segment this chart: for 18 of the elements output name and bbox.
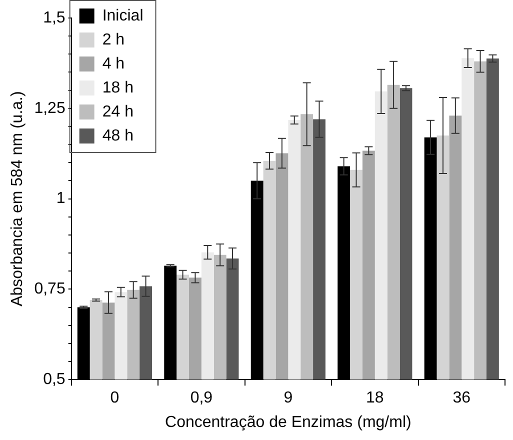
x-tick-label: 18 [366, 390, 384, 407]
y-tick-label: 1,5 [43, 9, 66, 26]
x-tick-label: 9 [284, 390, 293, 407]
legend-label: 2 h [102, 31, 125, 48]
legend-label: 18 h [102, 79, 134, 96]
x-tick-label: 0 [110, 390, 120, 407]
x-tick-label: 36 [452, 390, 471, 407]
y-tick-label: 1,25 [34, 100, 66, 117]
x-axis-title: Concentração de Enzimas (mg/ml) [165, 414, 412, 431]
legend-label: 4 h [102, 55, 125, 72]
legend-label: 24 h [102, 103, 134, 120]
y-tick-label: 0,5 [43, 371, 66, 388]
y-tick-label: 1 [56, 190, 66, 208]
x-tick-label: 0,9 [190, 390, 213, 407]
y-tick-label: 0,75 [34, 280, 66, 298]
legend-label: 48 h [102, 127, 134, 144]
y-axis-title: Absorbancia em 584 nm (u.a.) [9, 91, 26, 306]
legend-label: Inicial [102, 7, 144, 24]
